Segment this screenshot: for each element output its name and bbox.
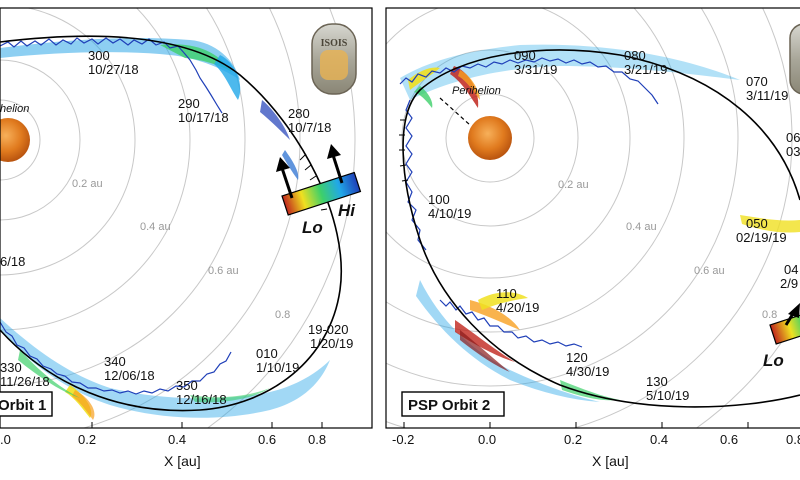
panel-orbit-1: Hi Lo ISOIS 0.2 au 0.4 au 0.6 au 0.8 hel…: [0, 7, 373, 469]
ring-label-0.8: 0.8: [762, 309, 777, 321]
date-label: 12/06/18: [104, 368, 155, 383]
doy-label: 06: [786, 130, 800, 145]
date-label: 3/11/19: [746, 88, 788, 103]
orbit-ticks: [399, 119, 409, 182]
date-label: 3/21/19: [624, 62, 667, 77]
date-label: 1/10/19: [256, 360, 299, 375]
plot-frame: [385, 7, 800, 429]
doy-label: 350: [176, 378, 198, 393]
date-label: 5/10/19: [646, 388, 689, 403]
date-labels: 300 10/27/18 290 10/17/18 280 10/7/18 6/…: [0, 48, 353, 407]
doy-label: 280: [288, 106, 310, 121]
perihelion-label: helion: [0, 103, 29, 115]
flux-spikes-top: [0, 37, 223, 114]
flux-band-bottom: [416, 215, 800, 402]
doy-label: 100: [428, 192, 450, 207]
date-label: 3/31/19: [514, 62, 557, 77]
orbit-label-box: Orbit 1: [0, 391, 53, 417]
orbit-path: [402, 49, 800, 408]
legend-hi-label: Hi: [338, 201, 356, 220]
orbit-path: [0, 35, 342, 412]
x-axis: [403, 422, 749, 428]
ring-label-0.2: 0.2 au: [72, 178, 103, 190]
doy-label: 110: [496, 286, 517, 301]
date-label: 03: [786, 144, 800, 159]
ring-label-0.8: 0.8: [275, 309, 290, 321]
date-label: 12/16/18: [176, 392, 227, 407]
ring-label-0.4: 0.4 au: [140, 221, 171, 233]
orbit-label: Orbit 1: [0, 397, 46, 414]
x-tick-label: 0.8: [308, 432, 326, 447]
date-label: 2/9: [780, 276, 798, 291]
doy-label: 04: [784, 262, 798, 277]
legend-lo-label: Lo: [763, 351, 784, 370]
x-tick-label: 0.6: [258, 432, 276, 447]
ring-label-0.2: 0.2 au: [558, 179, 589, 191]
x-tick-label: 0.2: [78, 432, 96, 447]
flux-legend: Lo: [763, 303, 800, 370]
date-label: 10/7/18: [288, 120, 331, 135]
distance-rings: [0, 8, 356, 428]
doy-label: 330: [0, 360, 22, 375]
doy-label: 340: [104, 354, 126, 369]
x-axis-label: X [au]: [164, 453, 201, 469]
flux-spikes-bottom: [0, 321, 232, 395]
x-tick-label: 0.2: [564, 432, 582, 447]
x-axis: [0, 422, 323, 428]
logo-text: ISOIS: [321, 38, 348, 49]
x-tick-label: 0.6: [720, 432, 738, 447]
sun: [468, 116, 512, 160]
plot-frame: [0, 7, 373, 429]
date-label: 1/20/19: [310, 336, 353, 351]
isois-logo: ISOIS: [311, 23, 357, 95]
x-tick-label: 0.4: [168, 432, 186, 447]
doy-label: 010: [256, 346, 278, 361]
sun: [0, 118, 30, 162]
date-label: 10/27/18: [88, 62, 139, 77]
x-tick-label: -0.2: [392, 432, 414, 447]
doy-label: 070: [746, 74, 768, 89]
distance-rings: [386, 8, 800, 428]
date-label: 4/10/19: [428, 206, 471, 221]
date-labels: 090 3/31/19 080 3/21/19 070 3/11/19 06 0…: [428, 48, 800, 403]
x-tick-label: 0.4: [650, 432, 668, 447]
isois-logo: [789, 23, 800, 95]
arrow-icon: [276, 144, 344, 199]
date-label: 11/26/18: [0, 374, 50, 389]
date-label: 6/18: [0, 254, 25, 269]
ring-label-0.6: 0.6 au: [208, 265, 239, 277]
orbit-label: PSP Orbit 2: [408, 397, 490, 414]
date-label: 4/20/19: [496, 300, 539, 315]
flux-legend: Hi Lo: [276, 144, 362, 237]
orbit-label-box: PSP Orbit 2: [401, 391, 505, 417]
doy-label: 300: [88, 48, 110, 63]
doy-label: 090: [514, 48, 536, 63]
doy-label: 050: [746, 216, 768, 231]
doy-label: 130: [646, 374, 668, 389]
legend-lo-label: Lo: [302, 218, 323, 237]
flux-spikes-top: [399, 57, 659, 105]
ring-label-0.6: 0.6 au: [694, 265, 725, 277]
doy-label: 290: [178, 96, 200, 111]
doy-label: 120: [566, 350, 588, 365]
flux-band-top: [0, 37, 299, 180]
x-axis-label: X [au]: [592, 453, 629, 469]
panel-orbit-2: Lo 0.2 au 0.4 au 0.6 au 0.8 Perihelion 0…: [385, 7, 800, 469]
x-tick-label: 0.0: [478, 432, 496, 447]
x-tick-label: .0: [0, 432, 11, 447]
flux-band-bottom: [0, 318, 330, 420]
arrow-icon: [784, 303, 800, 326]
date-label: 02/19/19: [736, 230, 787, 245]
doy-label: 080: [624, 48, 646, 63]
date-label: 4/30/19: [566, 364, 609, 379]
doy-label: 19-020: [308, 322, 348, 337]
perihelion-label: Perihelion: [452, 85, 501, 97]
date-label: 10/17/18: [178, 110, 229, 125]
x-tick-label: 0.8: [786, 432, 800, 447]
ring-label-0.4: 0.4 au: [626, 221, 657, 233]
